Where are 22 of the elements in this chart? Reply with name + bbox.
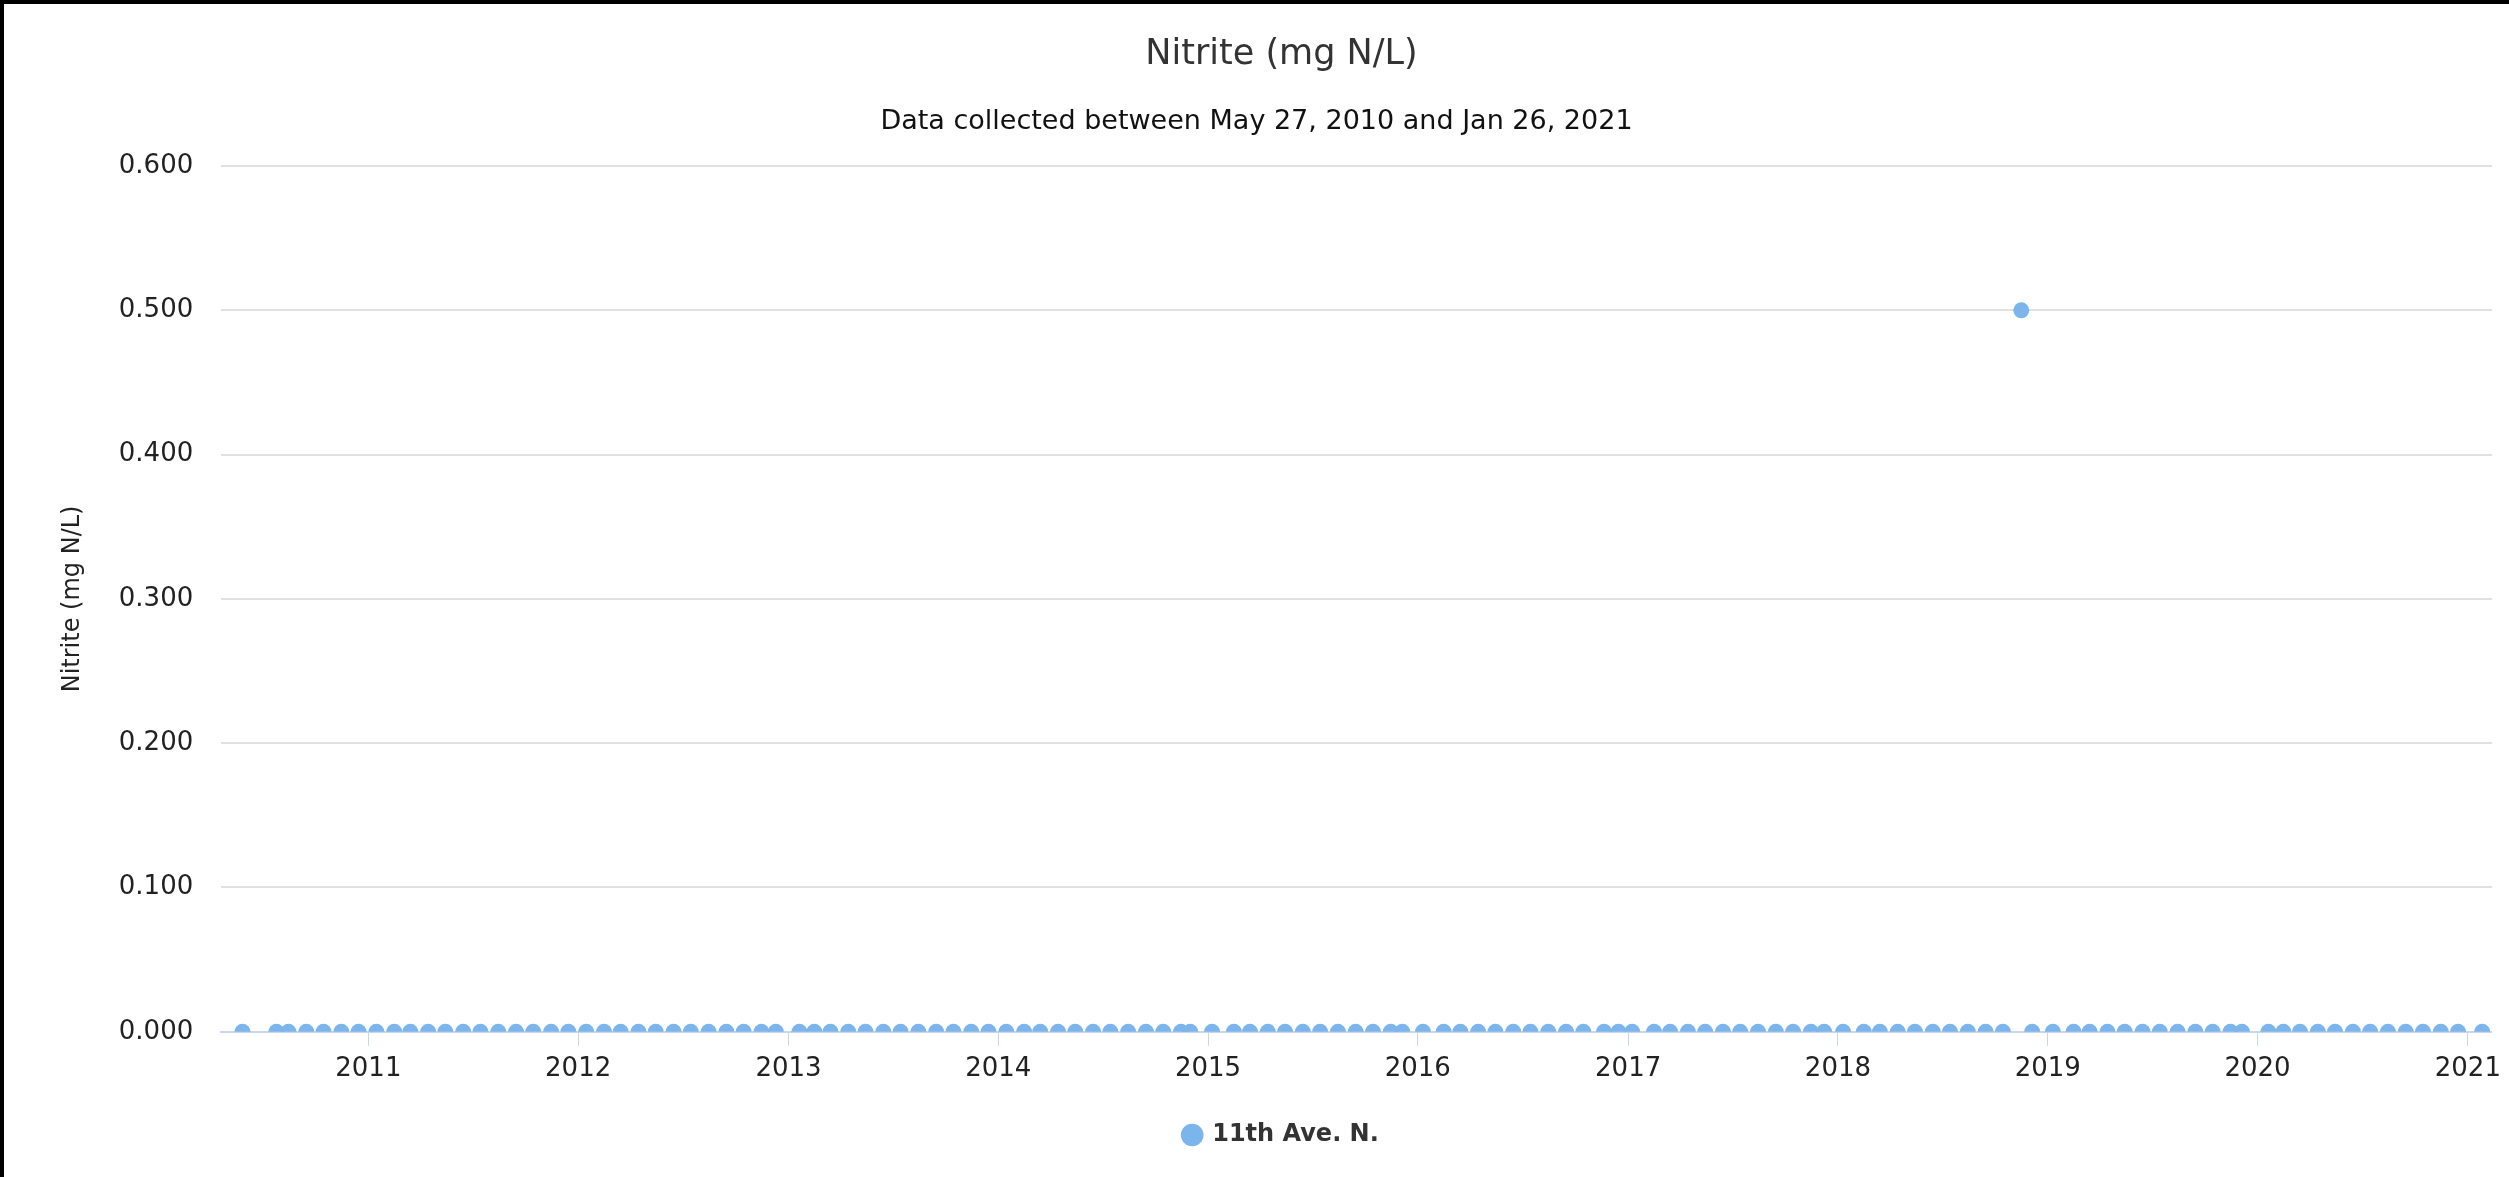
y-tick-label: 0.200: [118, 725, 194, 756]
y-tick-label: 0.300: [118, 581, 194, 612]
x-tick-label: 2019: [2014, 1052, 2081, 1083]
y-axis-title: Nitrite (mg N/L): [56, 505, 85, 693]
x-tick-label: 2020: [2224, 1052, 2291, 1083]
x-tick-label: 2017: [1595, 1052, 1662, 1083]
chart-subtitle: Data collected between May 27, 2010 and Jan 26, 2021: [879, 104, 1634, 135]
y-tick-label: 0.000: [118, 1014, 194, 1045]
y-tick-label: 0.400: [118, 437, 194, 468]
x-tick-label: 2021: [2434, 1052, 2501, 1083]
x-tick-label: 2015: [1174, 1052, 1242, 1083]
x-tick-label: 2014: [965, 1052, 1032, 1083]
y-tick-label: 0.100: [118, 870, 194, 901]
x-tick-label: 2011: [335, 1052, 402, 1083]
legend-label: 11th Ave. N.: [1212, 1119, 1379, 1148]
y-tick-label: 0.500: [118, 293, 194, 324]
chart-title: Nitrite (mg N/L): [1145, 32, 1418, 73]
x-tick-label: 2016: [1384, 1052, 1451, 1083]
x-tick-label: 2013: [755, 1052, 822, 1083]
x-tick-label: 2012: [545, 1052, 612, 1083]
y-tick-label: 0.600: [118, 148, 194, 179]
x-tick-label: 2018: [1804, 1052, 1872, 1083]
